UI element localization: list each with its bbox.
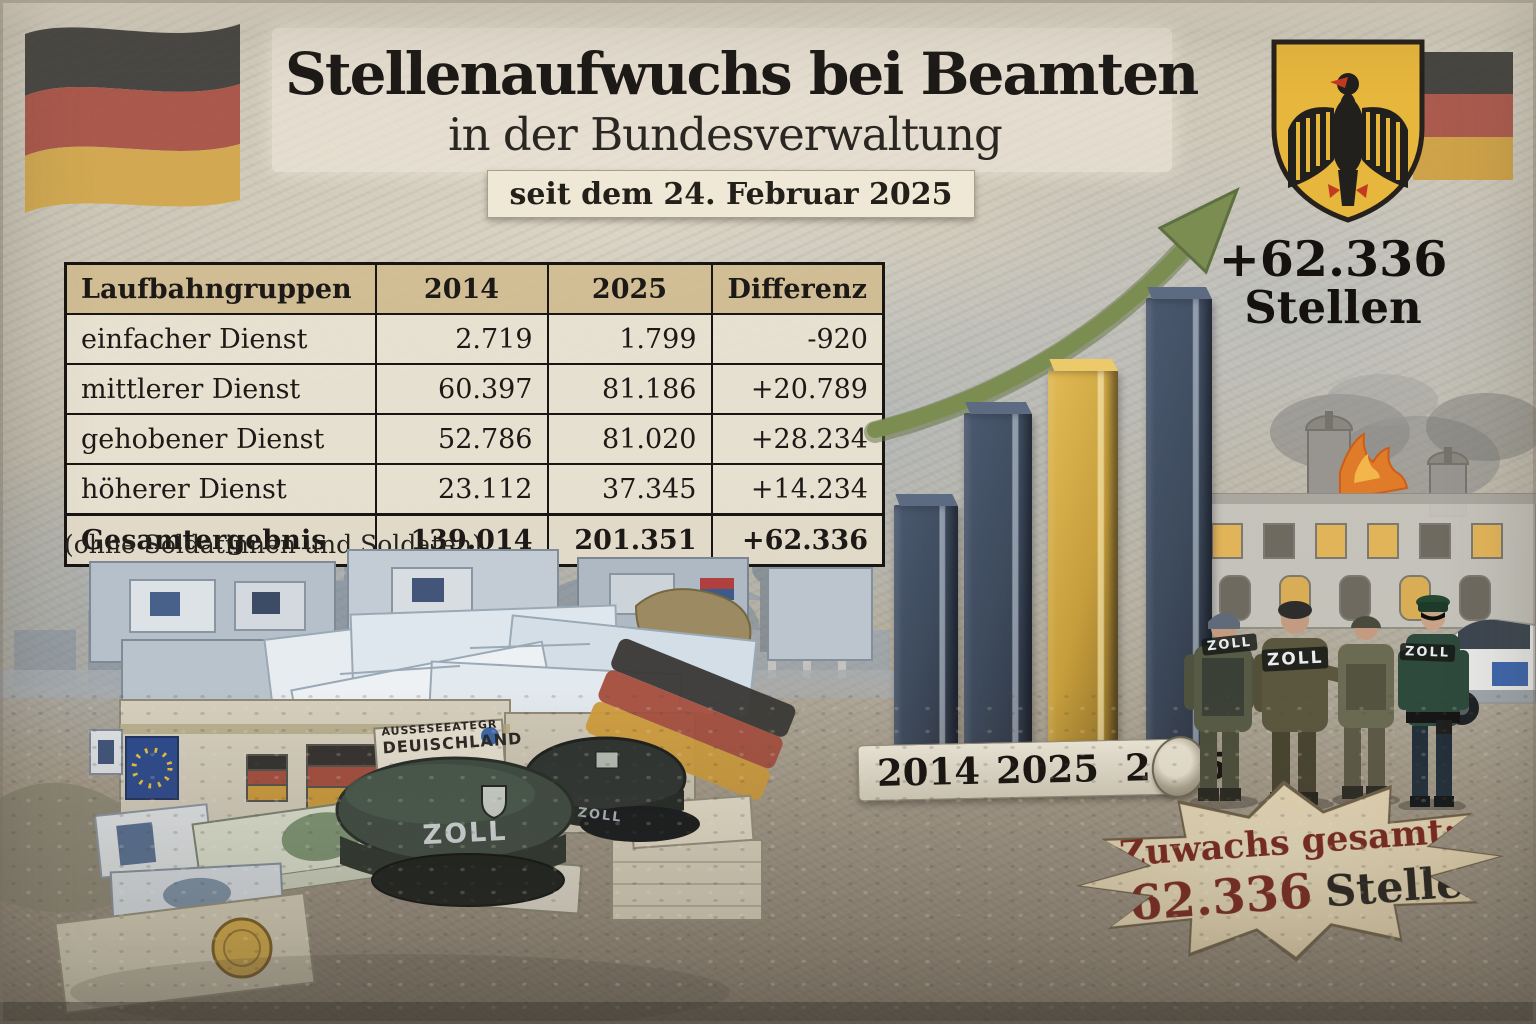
customs-cap [335,756,575,907]
federal-eagle-shield [1271,39,1425,223]
paper-bottom-edge [0,1002,1536,1024]
german-flag-patch [246,754,288,802]
date-banner: seit dem 24. Februar 2025 [487,170,975,218]
chart-base-plinth: 2014 2025 2025 [857,738,1228,802]
car-plate [1492,662,1528,686]
officer-camo-1 [1184,613,1254,801]
value-2025: 1.799 [546,313,713,365]
value-2014: 52.786 [374,413,549,465]
value-2014: 60.397 [374,363,549,415]
eagle-beak-claws [1328,77,1368,198]
cap-badge-icon [481,785,507,820]
badge-unit: Stellen [1323,855,1497,918]
crate [767,567,873,661]
value-2025: 37.345 [546,463,713,516]
growth-annotation-value: +62.336 [1218,230,1448,288]
page-subtitle-line: in der Bundesverwaltung [448,108,1003,161]
officer4-zoll-patch: ZOLL [1399,643,1456,662]
value-2014: 23.112 [374,463,549,516]
paper-top-edge [0,0,1536,30]
value-2025: 81.186 [546,363,713,415]
page-title: Stellenaufwuchs bei Beamten [285,40,1199,108]
table-row: gehobener Dienst 52.786 81.020 +28.234 [64,413,885,465]
gold-coin [211,917,273,979]
dark-cap [1278,601,1312,619]
col-header-differenz: Differenz [710,262,885,315]
bar-2025-gold [1048,370,1118,755]
supply-crates-pile [0,549,873,1024]
table-header-row: Laufbahngruppen 2014 2025 Differenz [64,262,885,315]
burning-reichstag [1191,374,1536,629]
row-label: gehobener Dienst [64,413,377,465]
row-label: höherer Dienst [64,463,377,516]
col-header-2014: 2014 [374,262,549,315]
table-row: höherer Dienst 23.112 37.345 +14.234 [64,463,885,516]
german-flag-top-left [25,24,240,213]
beret [1208,613,1240,629]
german-flag-top-right [1413,52,1513,180]
cap-zoll-text: ZOLL [421,815,509,852]
eagle-wing-feathers [1296,112,1400,180]
value-diff: +14.234 [710,463,885,516]
growth-annotation: +62.336 Stellen [1218,234,1448,332]
trend-arrow-icon [864,186,1240,443]
title-backing-paper [272,28,1172,172]
bar-2014 [894,505,958,755]
officer2-zoll-patch: ZOLL [1261,646,1329,672]
value-diff: -920 [710,313,885,365]
logo-dot-icon [481,727,499,745]
fire [1339,432,1409,502]
table-row: einfacher Dienst 2.719 1.799 -920 [64,313,885,365]
total-label: Gesamtergebnis [64,513,377,567]
gear-pack [1346,664,1386,710]
value-diff: +20.789 [710,363,885,415]
chart-label-2014: 2014 [876,748,981,795]
total-diff: +62.336 [710,513,885,567]
chart-label-2025-a: 2025 [995,746,1100,793]
duty-belt [1406,712,1460,723]
officer-camo-3 [1338,616,1394,799]
value-diff: +28.234 [710,413,885,465]
row-label: mittlerer Dienst [64,363,377,415]
helmet [1351,616,1381,628]
draped-german-flag [585,638,796,800]
col-header-laufbahngruppen: Laufbahngruppen [64,262,377,315]
bar-2025-a [964,413,1032,755]
officer-green-uniform [1398,595,1469,807]
date-banner-text: seit dem 24. Februar 2025 [509,176,953,212]
zoll-officers [1184,595,1469,810]
jobs-table: Laufbahngruppen 2014 2025 Differenz einf… [64,262,885,567]
value-2025: 81.020 [546,413,713,465]
table-row: mittlerer Dienst 60.397 81.186 +20.789 [64,363,885,415]
row-label: einfacher Dienst [64,313,377,365]
col-header-2025: 2025 [546,262,713,315]
growth-annotation-unit: Stellen [1244,280,1422,334]
value-2014: 2.719 [374,313,549,365]
